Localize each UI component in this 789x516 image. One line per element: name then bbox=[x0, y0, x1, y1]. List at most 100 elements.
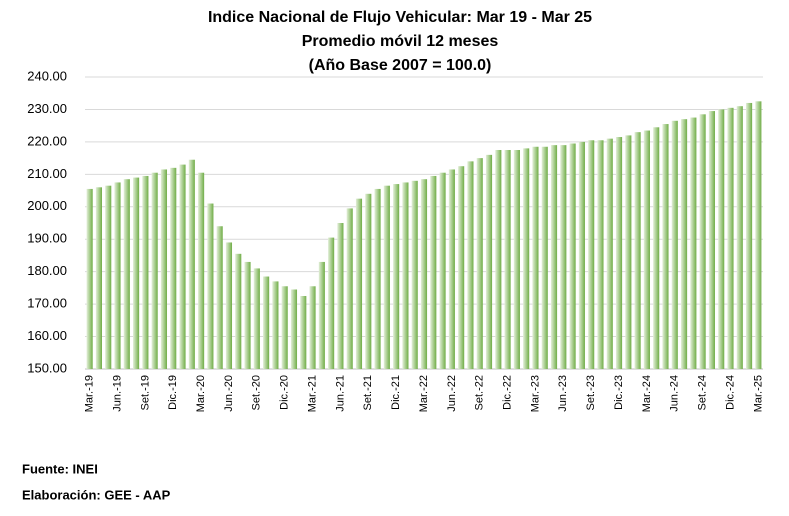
bar bbox=[114, 182, 121, 369]
bar bbox=[485, 154, 493, 369]
x-tick-label: Jun.-24 bbox=[669, 375, 681, 412]
bar bbox=[411, 180, 418, 369]
bar bbox=[142, 175, 149, 369]
bar bbox=[430, 175, 437, 369]
bar bbox=[476, 158, 483, 369]
bar bbox=[123, 179, 130, 369]
bar bbox=[736, 106, 743, 369]
bar bbox=[541, 146, 548, 369]
y-tick-label: 160.00 bbox=[27, 328, 67, 343]
bar bbox=[95, 187, 102, 369]
bar bbox=[170, 167, 177, 369]
x-tick-label: Set.-24 bbox=[697, 375, 709, 410]
bar bbox=[337, 223, 344, 369]
chart-subtitle: Promedio móvil 12 meses bbox=[302, 33, 499, 50]
x-tick-label: Jun.-22 bbox=[446, 375, 458, 412]
bar bbox=[755, 101, 762, 369]
x-tick-label: Dic.-20 bbox=[279, 375, 291, 410]
x-tick-label: Jun.-23 bbox=[557, 375, 569, 412]
bar bbox=[355, 198, 363, 369]
bar bbox=[504, 150, 511, 369]
bar bbox=[272, 281, 279, 369]
x-tick-label: Set.-22 bbox=[474, 375, 486, 410]
bar bbox=[560, 145, 567, 369]
bar bbox=[634, 132, 641, 369]
bar bbox=[578, 141, 585, 369]
x-tick-label: Set.-20 bbox=[251, 375, 263, 410]
x-tick-label: Jun.-20 bbox=[223, 375, 235, 412]
bar bbox=[402, 182, 409, 369]
bar bbox=[625, 135, 632, 369]
y-tick-label: 180.00 bbox=[27, 263, 67, 278]
bar bbox=[653, 127, 660, 370]
bar bbox=[495, 150, 502, 369]
bar bbox=[448, 169, 455, 369]
bar bbox=[690, 117, 697, 369]
bar bbox=[374, 188, 381, 369]
x-tick-label: Dic.-23 bbox=[613, 375, 625, 410]
bar bbox=[523, 148, 530, 369]
bar bbox=[708, 111, 715, 370]
bar bbox=[718, 109, 725, 369]
bar bbox=[365, 193, 372, 369]
y-tick-label: 230.00 bbox=[27, 101, 67, 116]
bar bbox=[281, 286, 288, 369]
bar bbox=[105, 185, 112, 369]
x-tick-label: Jun.-21 bbox=[334, 375, 346, 412]
bar bbox=[467, 161, 474, 369]
bar bbox=[606, 138, 613, 369]
x-tick-label: Mar.-21 bbox=[306, 375, 318, 412]
y-tick-label: 240.00 bbox=[27, 68, 67, 83]
x-tick-label: Dic.-24 bbox=[724, 375, 736, 410]
x-tick-label: Dic.-21 bbox=[390, 375, 402, 410]
x-tick-label: Mar.-24 bbox=[641, 375, 653, 412]
bar bbox=[328, 237, 335, 369]
y-tick-label: 190.00 bbox=[27, 231, 67, 246]
bar bbox=[513, 150, 520, 369]
x-tick-label: Jun.-19 bbox=[111, 375, 123, 412]
bar bbox=[318, 261, 325, 369]
credit: Elaboración: GEE - AAP bbox=[22, 487, 171, 502]
bar bbox=[393, 184, 400, 369]
bar bbox=[597, 140, 604, 369]
chart-title: Indice Nacional de Flujo Vehicular: Mar … bbox=[208, 9, 592, 26]
bar bbox=[532, 146, 539, 369]
x-tick-label: Mar.-20 bbox=[195, 375, 207, 412]
bar bbox=[290, 289, 298, 369]
x-tick-label: Set.-19 bbox=[139, 375, 151, 410]
x-tick-label: Mar.-19 bbox=[84, 375, 96, 412]
bar bbox=[244, 261, 251, 369]
y-tick-label: 210.00 bbox=[27, 166, 67, 181]
bar bbox=[699, 114, 706, 369]
x-tick-label: Set.-23 bbox=[585, 375, 597, 410]
bar bbox=[253, 268, 260, 369]
chart-subtitle: (Año Base 2007 = 100.0) bbox=[309, 57, 492, 74]
bar bbox=[588, 140, 595, 369]
bar bbox=[198, 172, 205, 369]
x-tick-label: Dic.-19 bbox=[167, 375, 179, 410]
bar bbox=[643, 130, 650, 369]
bar bbox=[207, 203, 214, 369]
y-tick-label: 220.00 bbox=[27, 133, 67, 148]
source: Fuente: INEI bbox=[22, 461, 98, 476]
bar bbox=[420, 179, 428, 369]
bar bbox=[263, 276, 270, 369]
y-tick-label: 150.00 bbox=[27, 360, 67, 375]
bar bbox=[235, 253, 242, 369]
x-tick-label: Set.-21 bbox=[362, 375, 374, 410]
bar bbox=[662, 124, 669, 370]
bar bbox=[550, 145, 558, 369]
bar bbox=[188, 159, 195, 369]
bar bbox=[309, 286, 316, 369]
bar bbox=[225, 242, 233, 369]
x-tick-label: Dic.-22 bbox=[501, 375, 513, 410]
bar bbox=[86, 188, 93, 369]
bar bbox=[179, 164, 186, 369]
bar bbox=[383, 185, 390, 369]
bar bbox=[346, 208, 353, 369]
bar bbox=[216, 226, 223, 369]
bar bbox=[133, 177, 140, 369]
bar bbox=[151, 172, 158, 369]
bar bbox=[746, 102, 753, 369]
